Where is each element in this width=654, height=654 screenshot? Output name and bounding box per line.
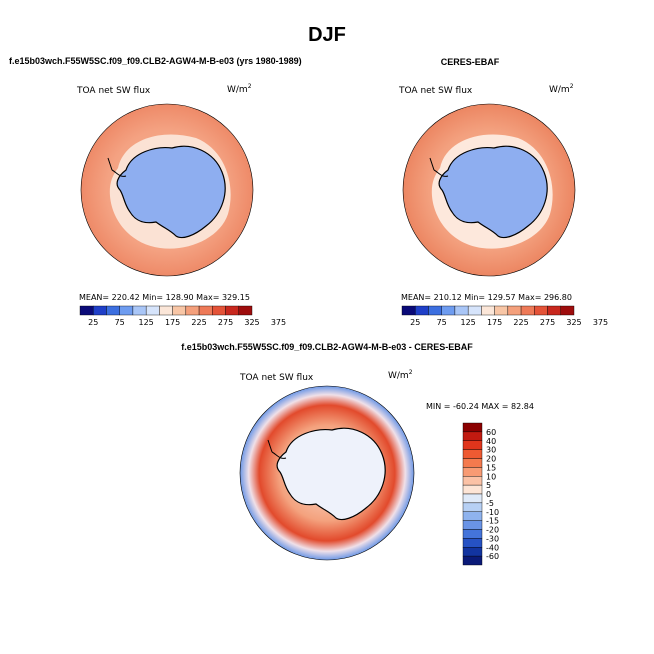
colorbar-3-tick-label: -40 [486,543,499,552]
panel-3-title: f.e15b03wch.F55W5SC.f09_f09.CLB2-AGW4-M-… [181,342,473,352]
map-3-antarctica [276,427,386,521]
colorbar-2-swatch [401,305,416,316]
colorbar-3-swatch [462,511,483,521]
figure-title: DJF [308,24,346,46]
colorbar-3-swatch [462,476,483,486]
panel-3-units: W/m2 [388,369,413,381]
map-1-peninsula [107,157,127,177]
colorbar-2-swatch [534,305,548,316]
panel-3-variable: TOA net SW flux [240,373,314,383]
map-3 [239,385,415,561]
colorbar-1-swatch [172,305,187,316]
colorbar-3-tick-label: 30 [486,446,496,455]
colorbar-3-tick-label: 10 [486,472,496,481]
colorbar-1-swatch [119,305,134,316]
colorbar-3-swatch [462,484,483,495]
panel-1-units: W/m2 [227,83,252,95]
map-1 [80,103,254,277]
colorbar-2-tick-label: 175 [487,318,502,327]
colorbar-1-tick-label: 75 [115,318,125,327]
colorbar-2: 25 75 125 175 225 275 325 375 [401,305,608,327]
colorbar-3-tick-label: 5 [486,481,491,490]
colorbar-3-tick-label: -20 [486,526,499,535]
map-1-antarctica [116,145,226,239]
colorbar-1-swatch [93,305,107,316]
colorbar-1-swatch [79,305,94,316]
colorbar-3-swatch [462,431,483,441]
map-2-peninsula [429,157,449,177]
colorbar-1-swatch [106,305,120,316]
colorbar-2-swatch [481,305,495,316]
colorbar-3-tick-label: -10 [486,508,499,517]
colorbar-3-swatch [462,440,483,450]
colorbar-3-tick-label: 60 [486,428,496,437]
map-3-peninsula [267,439,287,459]
map-2-antarctica [438,145,548,239]
colorbar-3-tick-label: -5 [486,499,494,508]
colorbar-2-swatch [520,305,535,316]
panel-2-stats: MEAN= 210.12 Min= 129.57 Max= 296.80 [401,293,572,302]
colorbar-1-swatch [238,305,253,316]
colorbar-2-tick-label: 325 [566,318,581,327]
colorbar-3-swatch [462,458,483,468]
colorbar-3-swatch [462,547,483,557]
colorbar-2-tick-label: 375 [593,318,608,327]
colorbar-1-tick-label: 25 [88,318,98,327]
colorbar-3-tick-label: 0 [486,490,491,499]
colorbar-2-swatch [507,305,522,316]
map-2 [402,103,576,277]
colorbar-3-swatch [462,449,483,459]
colorbar-3-swatch [462,538,483,548]
colorbar-3-swatch [462,502,483,512]
colorbar-2-tick-label: 225 [513,318,528,327]
colorbar-3-tick-label: -30 [486,534,499,543]
colorbar-1-swatch [159,305,173,316]
colorbar-1-tick-label: 375 [271,318,286,327]
colorbar-2-swatch [467,305,482,316]
colorbar-1-swatch [185,305,200,316]
colorbar-2-tick-label: 275 [540,318,555,327]
colorbar-2-tick-label: 125 [461,318,476,327]
colorbar-2-tick-label: 75 [437,318,447,327]
colorbar-2-swatch [441,305,456,316]
colorbar-1-swatch [198,305,213,316]
colorbar-1-swatch [132,305,147,316]
colorbar-1: 25 75 125 175 225 275 325 375 [79,305,286,327]
colorbar-2-swatch [428,305,442,316]
colorbar-2-swatch [494,305,509,316]
colorbar-1-tick-label: 175 [165,318,180,327]
colorbar-1-swatch [145,305,160,316]
colorbar-1-tick-label: 275 [218,318,233,327]
colorbar-1-tick-label: 125 [139,318,154,327]
colorbar-2-swatch [547,305,561,316]
colorbar-3-swatch [462,529,483,539]
colorbar-2-swatch [454,305,469,316]
colorbar-3-swatch [462,520,483,530]
colorbar-3-swatch [462,555,483,566]
colorbar-3-tick-label: -15 [486,517,499,526]
panel-2-units: W/m2 [549,83,574,95]
colorbar-2-swatch [560,305,575,316]
colorbar-1-tick-label: 225 [191,318,206,327]
colorbar-3-tick-label: 40 [486,437,496,446]
colorbar-1-swatch [225,305,239,316]
colorbar-3-swatch [462,493,483,504]
colorbar-1-tick-label: 325 [244,318,259,327]
colorbar-3-swatch [462,422,483,433]
colorbar-3-swatch [462,467,483,477]
colorbar-2-swatch [415,305,429,316]
colorbar-3-tick-label: 20 [486,455,496,464]
panel-2-variable: TOA net SW flux [399,86,473,96]
panel-3-stats: MIN = -60.24 MAX = 82.84 [426,402,534,411]
panel-1-title: f.e15b03wch.F55W5SC.f09_f09.CLB2-AGW4-M-… [9,56,302,66]
panel-1-variable: TOA net SW flux [77,86,151,96]
colorbar-2-tick-label: 25 [410,318,420,327]
panel-1-stats: MEAN= 220.42 Min= 128.90 Max= 329.15 [79,293,250,302]
colorbar-3-tick-label: -60 [486,552,499,561]
colorbar-3-tick-label: 15 [486,463,496,472]
panel-2-title: CERES-EBAF [440,57,500,67]
colorbar-1-swatch [212,305,226,316]
